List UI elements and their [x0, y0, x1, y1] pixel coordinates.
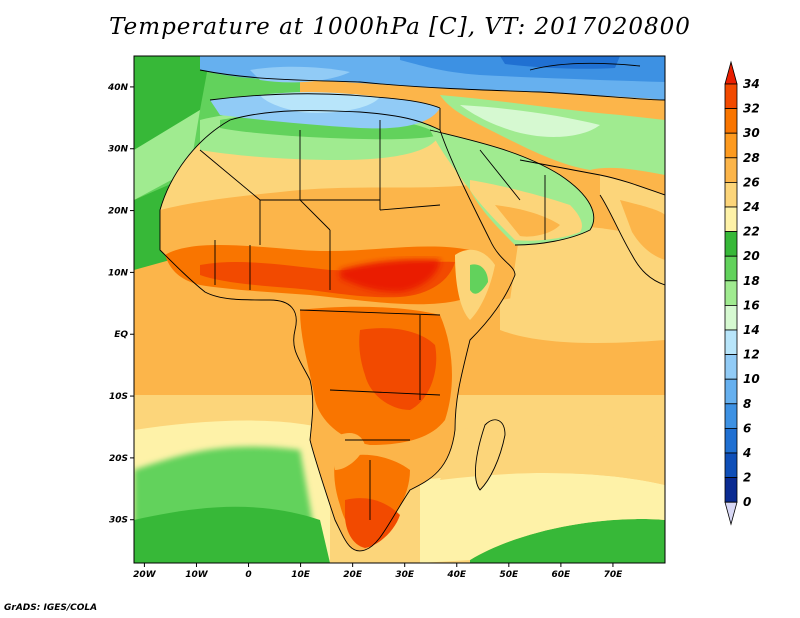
colorbar-label: 22 [743, 225, 760, 239]
lon-tick-label: 60E [552, 570, 572, 580]
colorbar-box [724, 477, 738, 503]
colorbar-label: 12 [743, 348, 760, 362]
colorbar-box [724, 304, 738, 331]
colorbar-box [724, 452, 738, 479]
lon-tick-label: 70E [604, 570, 624, 580]
colorbar-box [724, 181, 738, 208]
colorbar-label: 16 [743, 298, 760, 312]
colorbar-box [724, 132, 738, 159]
colorbar-label: 28 [743, 151, 760, 165]
colorbar-label: 26 [743, 175, 760, 189]
colorbar-box [724, 280, 738, 306]
latitude-axis: 40N 30N 20N 10N EQ 10S 20S 30S [107, 83, 134, 526]
colorbar-label: 30 [743, 126, 760, 140]
colorbar-bottom-arrow [724, 501, 738, 526]
lon-tick-label: 20E [343, 570, 363, 580]
lat-tick-label: 30N [108, 145, 129, 155]
lon-tick-label: 0 [245, 570, 251, 580]
lon-tick-label: 50E [499, 570, 519, 580]
colorbar-box [724, 83, 738, 110]
colorbar-box [724, 378, 738, 405]
lat-tick-label: 40N [107, 83, 129, 93]
colorbar-label: 8 [743, 397, 751, 411]
map-title: Temperature at 1000hPa [C], VT: 20170208… [109, 14, 691, 40]
lat-tick-label: 10S [109, 392, 128, 402]
colorbar-box [724, 354, 738, 380]
colorbar-box [724, 427, 738, 454]
colorbar-box [724, 329, 738, 356]
lon-tick-label: 10E [291, 570, 311, 580]
lon-tick-label: 20W [133, 570, 157, 580]
colorbar-label: 0 [743, 495, 751, 509]
coastlines [159, 62, 665, 552]
colorbar-box [724, 255, 738, 282]
colorbar-box [724, 231, 738, 257]
colorbar-label: 32 [743, 102, 760, 116]
lat-tick-label: 10N [108, 268, 129, 278]
colorbar-box [724, 206, 738, 233]
lat-tick-label: 30S [109, 516, 128, 526]
map-field [134, 56, 665, 563]
colorbar-label: 4 [742, 446, 751, 460]
colorbar-top-arrow [724, 60, 738, 85]
colorbar-label: 18 [743, 274, 760, 288]
madagascar-land [475, 419, 505, 490]
lat-tick-label: 20S [109, 454, 128, 464]
lat-tick-label: 20N [108, 207, 129, 217]
lat-tick-label: EQ [114, 330, 128, 340]
colorbar-box [724, 157, 738, 183]
colorbar-label: 14 [743, 323, 760, 337]
longitude-axis: 20W 10W 0 10E 20E 30E 40E 50E 60E 70E [133, 563, 623, 580]
colorbar-box [724, 108, 738, 134]
colorbar-label: 2 [743, 471, 751, 485]
colorbar-label: 10 [743, 372, 760, 386]
plot-frame [133, 55, 666, 564]
lon-tick-label: 40E [446, 570, 467, 580]
colorbar-box [724, 403, 738, 429]
colorbar-label: 34 [743, 77, 760, 91]
colorbar-label: 20 [743, 249, 760, 263]
lon-tick-label: 30E [395, 570, 415, 580]
credit-label: GrADS: IGES/COLA [4, 603, 98, 613]
colorbar-label: 6 [743, 421, 751, 435]
colorbar-label: 24 [743, 200, 760, 214]
lon-tick-label: 10W [185, 570, 209, 580]
